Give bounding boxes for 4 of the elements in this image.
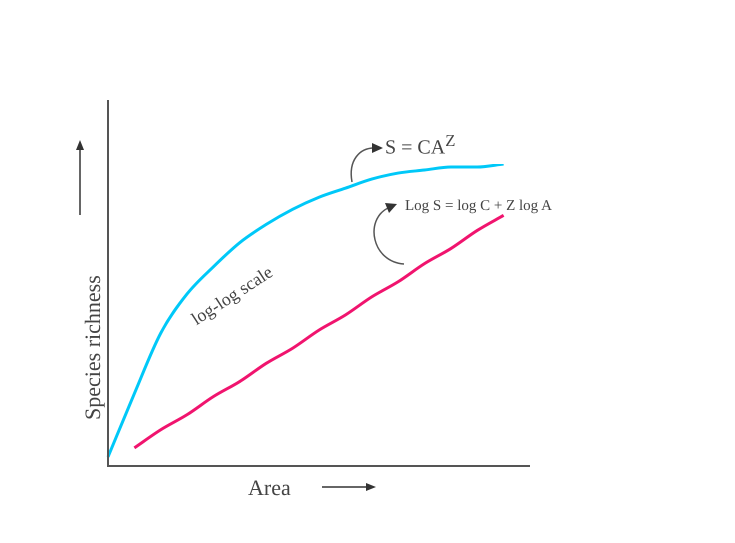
- x-axis-title: Area: [248, 475, 291, 501]
- text: S = CA$^{Z}$: [385, 131, 456, 159]
- y-axis-title: Species richness: [80, 275, 106, 420]
- annotation: Log S = log C + Z log A: [405, 198, 552, 214]
